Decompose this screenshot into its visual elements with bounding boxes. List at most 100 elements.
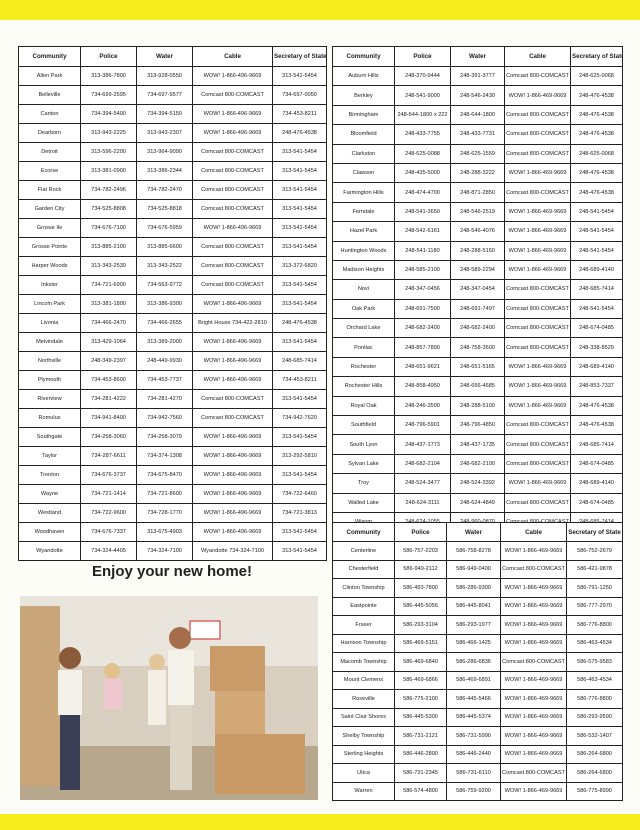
table-row: Wyandotte 734-324-4405 734-324-7100 Wyandot… xyxy=(18,541,327,561)
table-cell: 248-476-4538 xyxy=(570,162,623,184)
table-cell: Comcast 800-COMCAST xyxy=(504,279,571,300)
contact-table: Community Police Water Cable Secretary of St… xyxy=(332,522,623,801)
table-row: Lincoln Park 313-381-1800 313-386-9300 WOW!… xyxy=(18,294,327,314)
table-cell: Walled Lake xyxy=(332,492,395,513)
table-cell: 586-445-5300 xyxy=(394,707,447,727)
table-cell: WOW! 1-866-496-9669 xyxy=(192,484,273,504)
table-cell: Flat Rock xyxy=(18,180,81,200)
person xyxy=(60,715,80,790)
table-cell: WOW! 1-866-469-9669 xyxy=(500,781,567,801)
table-cell: WOW! 1-866-469-9669 xyxy=(504,473,571,494)
table-cell: 248-656-4685 xyxy=(450,376,505,397)
table-cell: 586-575-9583 xyxy=(566,652,623,672)
table-cell: 734-942-7560 xyxy=(136,408,193,428)
table-cell: Comcast 800-COMCAST xyxy=(192,275,273,295)
table-cell: 248-546-2430 xyxy=(450,85,505,106)
table-cell: 586-463-4534 xyxy=(566,633,623,653)
table-cell: 248-624-4849 xyxy=(450,492,505,513)
sign xyxy=(189,620,221,640)
table-cell: 248-674-0485 xyxy=(570,492,623,513)
table-cell: 248-288-3222 xyxy=(450,162,505,184)
table-row: Grosse Pointe 313-885-2100 313-885-6600 Com… xyxy=(18,237,327,257)
table-cell: 248-758-3600 xyxy=(450,337,505,358)
table-cell: WOW! 1-866-496-9669 xyxy=(192,218,273,238)
table-row: Grosse Ile 734-676-7100 734-676-5959 WOW! 1… xyxy=(18,218,327,238)
table-cell: 313-541-5454 xyxy=(272,294,327,314)
table-cell: Ferndale xyxy=(332,201,395,223)
table-cell: WOW! 1-866-469-9669 xyxy=(504,395,571,417)
table-row: Southfield 248-796-5901 248-796-4850 Comcas… xyxy=(332,415,623,436)
table-cell: 734-721-8600 xyxy=(136,484,193,504)
top-band xyxy=(0,0,640,20)
table-cell: WOW! 1-866-469-9669 xyxy=(504,221,571,242)
table-cell: 313-386-9300 xyxy=(136,294,193,314)
table-cell: 248-541-5454 xyxy=(570,201,623,223)
table-cell: Wayne xyxy=(18,484,81,504)
table-row: Harrison Township 586-469-5151 586-466-142… xyxy=(332,633,623,653)
table-cell: 734-782-2470 xyxy=(136,180,193,200)
headline: Enjoy your new home! xyxy=(92,563,253,580)
table-cell: 734-453-8211 xyxy=(272,370,327,390)
table-cell: WOW! 1-866-469-9669 xyxy=(504,376,571,397)
table-cell: 248-476-4538 xyxy=(570,124,623,145)
table-cell: 734-525-8818 xyxy=(136,199,193,219)
table-cell: 248-685-7414 xyxy=(570,279,623,300)
table-cell: 586-264-6800 xyxy=(566,744,623,764)
table-cell: 586-445-8041 xyxy=(446,596,501,616)
table-cell: 248-338-8529 xyxy=(570,337,623,358)
table-cell: Pontiac xyxy=(332,337,395,358)
table-cell: Comcast 800-COMCAST xyxy=(192,389,273,409)
table-cell: 313-541-5454 xyxy=(272,332,327,352)
table-cell: Macomb Township xyxy=(332,652,395,672)
table-cell: WOW! 1-866-496-9669 xyxy=(192,332,273,352)
table-cell: WOW! 1-866-469-9669 xyxy=(504,201,571,223)
table-cell: WOW! 1-866-469-9669 xyxy=(500,541,567,561)
table-cell: 734-676-5959 xyxy=(136,218,193,238)
table-cell: 586-776-8800 xyxy=(566,689,623,709)
table-cell: Auburn Hills xyxy=(332,65,395,87)
table-cell: Harrison Township xyxy=(332,633,395,653)
table-cell: Trenton xyxy=(18,465,81,485)
table-cell: 586-264-6800 xyxy=(566,763,623,783)
table-cell: WOW! 1-866-469-9669 xyxy=(500,689,567,709)
table-cell: Belleville xyxy=(18,85,81,105)
table-cell: 248-476-4538 xyxy=(570,182,623,203)
table-cell: 586-293-9590 xyxy=(566,707,623,727)
table-row: Hazel Park 248-542-6161 248-546-4076 WOW! 1… xyxy=(332,221,623,242)
table-cell: 734-258-3060 xyxy=(80,427,137,447)
bottom-band xyxy=(0,814,640,830)
table-cell: Novi xyxy=(332,279,395,300)
table-cell: Woodhaven xyxy=(18,522,81,542)
table-cell: WOW! 1-866-496-9669 xyxy=(192,503,273,523)
table-cell: 313-343-2530 xyxy=(80,256,137,276)
table-row: Macomb Township 586-469-6840 586-286-6836 C… xyxy=(332,652,623,672)
table-row: Ferndale 248-541-3650 248-546-2519 WOW! 1-8… xyxy=(332,201,623,223)
table-cell: 734-721-6900 xyxy=(80,275,137,295)
table-cell: WOW! 1-866-469-9669 xyxy=(504,240,571,261)
column-header: Secretary of State xyxy=(272,46,327,67)
table-row: Clarkston 248-625-0088 248-625-1559 Comcast… xyxy=(332,143,623,164)
table-cell: 248-682-2400 xyxy=(450,318,505,339)
table-row: Plymouth 734-453-8600 734-453-7737 WOW! 1-8… xyxy=(18,370,327,390)
table-cell: Comcast 800-COMCAST xyxy=(504,453,571,475)
table-cell: 248-541-9000 xyxy=(394,85,451,106)
table-cell: 248-682-2100 xyxy=(450,453,505,475)
table-cell: 586-466-1425 xyxy=(446,633,501,653)
table-cell: 248-541-5454 xyxy=(570,221,623,242)
table-cell: 734-697-0050 xyxy=(272,85,327,105)
table-cell: 248-685-7414 xyxy=(570,434,623,455)
table-row: Huntington Woods 248-541-1180 248-288-5150… xyxy=(332,240,623,261)
table-cell: 313-964-9090 xyxy=(136,142,193,162)
table-cell: WOW! 1-866-469-9669 xyxy=(504,356,571,378)
table-row: Southgate 734-258-3060 734-258-3079 WOW! 1-… xyxy=(18,427,327,447)
table-cell: 734-721-3813 xyxy=(272,503,327,523)
table-cell: Comcast 800-COMCAST xyxy=(504,318,571,339)
table-cell: 734-453-8211 xyxy=(272,104,327,124)
table-cell: Detroit xyxy=(18,142,81,162)
table-cell: 734-676-7337 xyxy=(80,522,137,542)
table-cell: 313-928-0550 xyxy=(136,66,193,86)
table-row: Woodhaven 734-676-7337 313-675-4903 WOW! 1-… xyxy=(18,522,327,542)
table-cell: 586-469-5151 xyxy=(394,633,447,653)
table-row: Westland 734-722-9600 734-728-1770 WOW! 1-8… xyxy=(18,503,327,523)
table-cell: WOW! 1-866-469-9669 xyxy=(500,707,567,727)
